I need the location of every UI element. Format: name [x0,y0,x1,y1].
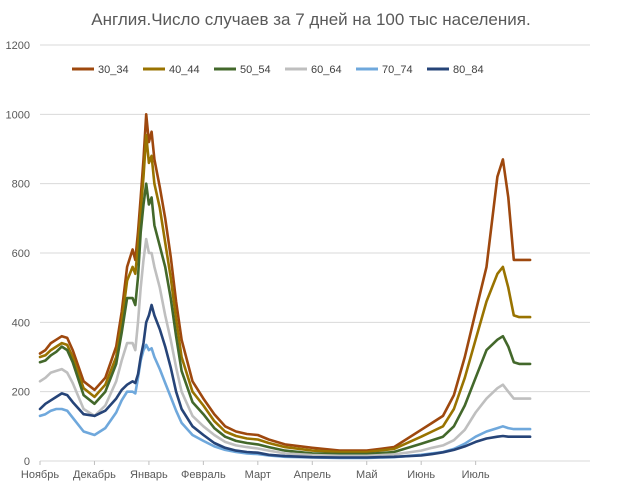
legend-label-80_84: 80_84 [453,64,484,76]
x-tick-label: Ноябрь [21,469,59,481]
series-line-50_54 [38,182,532,456]
axes: 0 200 400 600 800 1000 1200 Ноябрь Декабрь Январь… [6,40,490,481]
x-tick-label: Июль [462,469,490,481]
legend: 30_34 40_44 50_54 60_64 70_74 80_84 [72,64,484,76]
y-tick-label: 600 [12,248,30,260]
chart-title: Англия.Число случаев за 7 дней на 100 ты… [91,10,530,29]
y-tick-label: 0 [24,456,30,468]
x-tick-label: Декабрь [73,469,116,481]
x-tick-label: Март [245,469,271,481]
series-line-70_74 [38,343,532,460]
series-lines [38,113,532,460]
y-tick-label: 1200 [6,40,30,52]
legend-label-30_34: 30_34 [98,64,129,76]
legend-label-70_74: 70_74 [382,64,413,76]
x-tick-label: Май [356,469,378,481]
series-line-60_64 [38,237,532,458]
x-tick-label: Июнь [407,469,435,481]
x-tick-label: Январь [130,469,168,481]
series-line-80_84 [38,303,532,459]
x-tick-label: Февраль [181,469,226,481]
y-tick-label: 200 [12,387,30,399]
series-line-40_44 [38,133,532,454]
y-tick-label: 1000 [6,109,30,121]
y-tick-label: 400 [12,317,30,329]
legend-label-40_44: 40_44 [169,64,200,76]
legend-label-60_64: 60_64 [311,64,342,76]
series-line-30_34 [38,113,532,452]
legend-label-50_54: 50_54 [240,64,271,76]
x-tick-label: Апрель [294,469,332,481]
y-tick-label: 800 [12,179,30,191]
